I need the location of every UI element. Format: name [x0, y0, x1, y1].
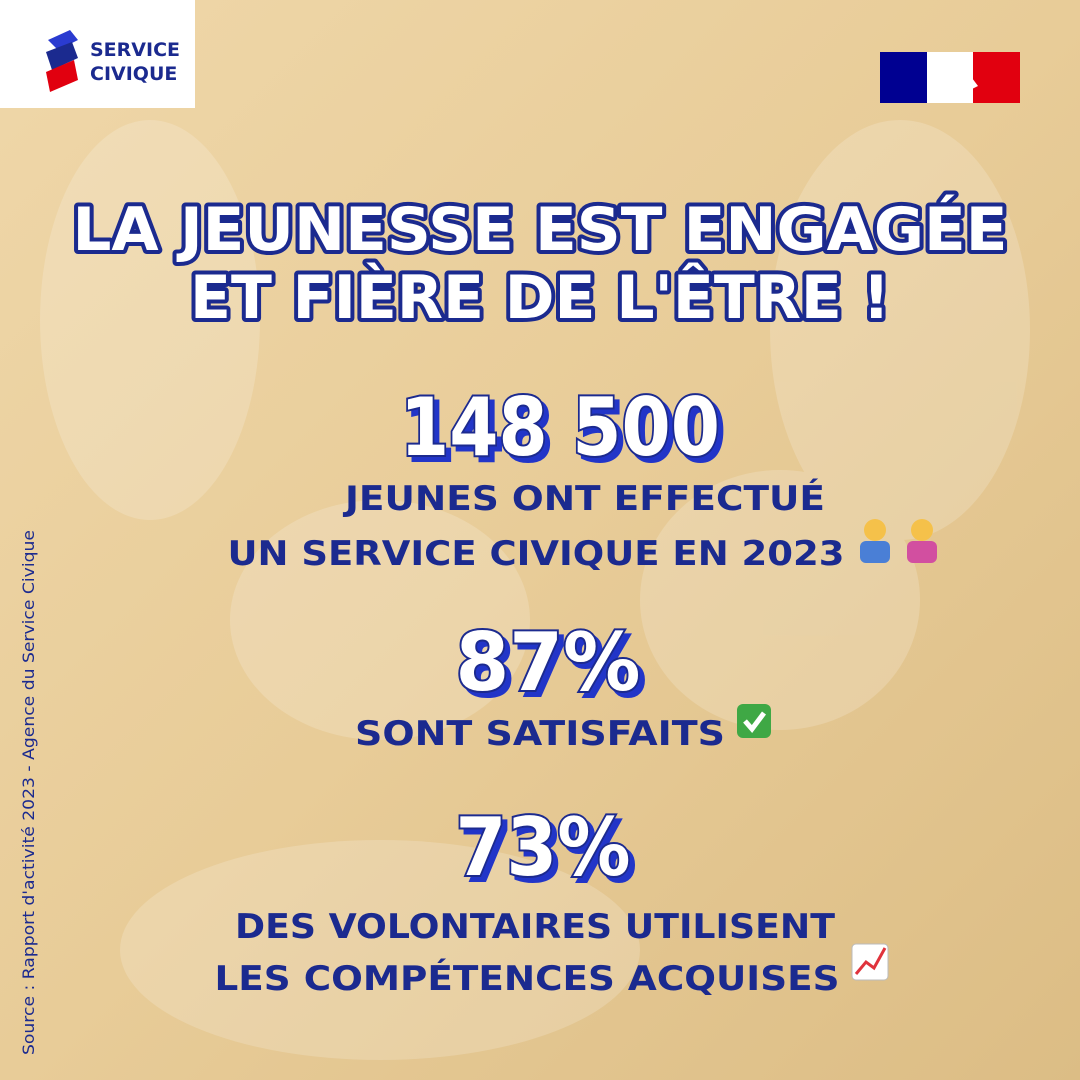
photo-shapes [40, 120, 1030, 1060]
title-line: ET FIÈRE DE L'ÊTRE ! [190, 261, 890, 333]
stat-figure: 148 500 [400, 381, 720, 474]
emoji-chart [851, 943, 889, 981]
marianne [949, 58, 978, 100]
flag-logo [880, 52, 1020, 103]
stat-caption: DES VOLONTAIRES UTILISENT [235, 907, 836, 947]
title-line: LA JEUNESSE EST ENGAGÉE [73, 193, 1008, 265]
logo-text: SERVICE [90, 39, 180, 61]
logo-mark-blue [48, 30, 78, 50]
flag-red [973, 52, 1020, 103]
stat-caption: LES COMPÉTENCES ACQUISES [215, 958, 840, 999]
stat-caption: SONT SATISFAITS [355, 714, 725, 754]
stat-caption: JEUNES ONT EFFECTUÉ [343, 478, 825, 519]
emoji-people [860, 519, 937, 563]
stat-figure: 87% [456, 616, 641, 709]
logo-mark-red [46, 60, 78, 92]
logo-mark-navy [46, 42, 78, 70]
logo-box [0, 0, 195, 108]
flag-blue [880, 52, 927, 103]
logo[interactable]: SERVICE CIVIQUE [0, 0, 195, 108]
logo-text: CIVIQUE [90, 63, 177, 85]
stat-caption: UN SERVICE CIVIQUE EN 2023 [228, 534, 845, 574]
stat-figure: 73% [456, 801, 631, 894]
source-note: Source : Rapport d'activité 2023 - Agenc… [19, 530, 38, 1055]
emoji-check [737, 704, 771, 738]
